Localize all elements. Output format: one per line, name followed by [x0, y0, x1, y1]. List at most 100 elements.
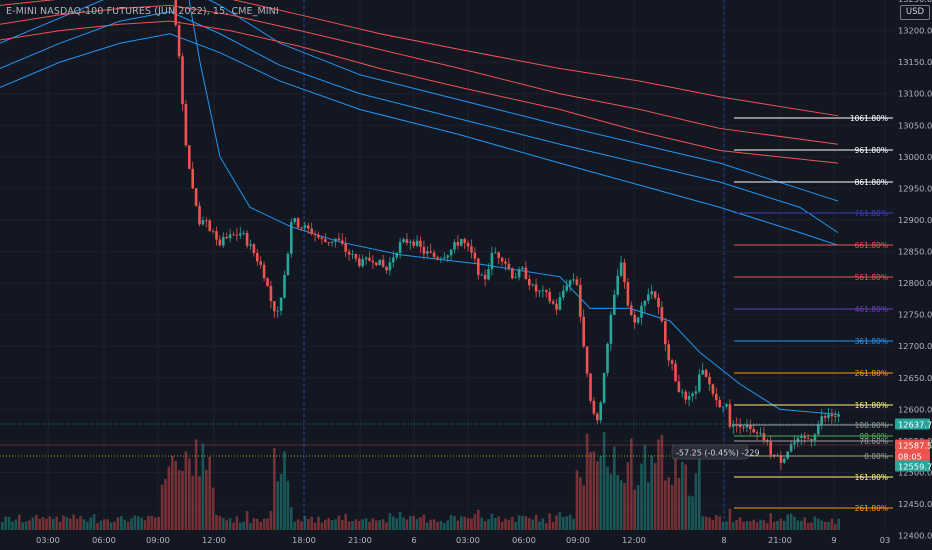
candle-body	[670, 360, 674, 364]
candle-body	[225, 236, 228, 239]
price-badge: 12587.50	[895, 439, 932, 451]
volume-bar	[647, 482, 650, 530]
volume-bar	[517, 515, 521, 530]
volume-bar	[555, 515, 558, 530]
candle-body	[694, 391, 698, 394]
volume-bar	[463, 516, 466, 530]
volume-bar	[317, 516, 320, 530]
long-ma-line-3	[0, 33, 839, 246]
price-tick-label: 12850.00	[898, 247, 932, 257]
volume-bar	[582, 485, 585, 530]
fib-level-label: 261.80%	[855, 504, 888, 513]
candle-body	[477, 258, 480, 275]
candle-body	[460, 239, 463, 246]
candle-body	[555, 303, 558, 310]
volume-bar	[456, 520, 460, 530]
volume-bar	[164, 478, 167, 530]
candle-body	[759, 433, 762, 434]
candle-body	[337, 238, 341, 241]
price-tick-label: 12700.00	[898, 341, 932, 351]
volume-bar	[120, 516, 123, 530]
volume-bar	[130, 518, 133, 530]
volume-bar	[290, 507, 293, 530]
measure-label: -57.25 (-0.45%) -229	[676, 449, 760, 458]
volume-bar	[626, 462, 630, 530]
price-tick-label: 13000.00	[898, 152, 932, 162]
volume-bar	[823, 521, 827, 530]
candle-body	[800, 436, 803, 438]
candle-body	[361, 259, 364, 267]
volume-bar	[364, 518, 368, 530]
candle-body	[313, 233, 317, 235]
fib-level-label: 561.80%	[855, 273, 888, 282]
candle-body	[300, 227, 303, 229]
fib-level-label: 861.80%	[855, 178, 888, 187]
measure-tool[interactable]: -57.25 (-0.45%) -229	[671, 444, 760, 460]
time-tick-label: 09:00	[146, 535, 170, 545]
volume-bar	[545, 523, 548, 530]
volume-bar	[116, 517, 120, 530]
candle-body	[218, 239, 222, 246]
volume-bar	[171, 455, 174, 530]
candle-body	[419, 240, 422, 247]
volume-bar	[616, 475, 619, 530]
volume-bar	[126, 521, 130, 530]
volume-bar	[4, 516, 7, 530]
fibonacci-extension[interactable]: 1061.80% 961.80% 861.80% 761.80% 661.80% 561.…	[734, 114, 893, 513]
candle-body	[813, 434, 817, 441]
time-tick-label: 09:00	[566, 535, 590, 545]
candle-body	[619, 262, 623, 276]
fib-level-label: 161.80%	[855, 473, 888, 482]
volume-bar	[439, 520, 443, 530]
volume-bar	[477, 509, 480, 530]
volume-bar	[796, 520, 800, 530]
candle-body	[269, 285, 273, 302]
candle-body	[497, 252, 500, 258]
symbol-title[interactable]: E-MINI NASDAQ-100 FUTURES (JUN 2022), 15…	[6, 6, 279, 17]
candle-body	[528, 279, 531, 286]
volume-bar	[259, 521, 262, 530]
candle-body	[806, 438, 810, 440]
candle-body	[827, 414, 830, 418]
price-badge-label: 12637.75	[898, 420, 932, 430]
candle-body	[606, 343, 609, 373]
volume-bar	[242, 521, 245, 530]
volume-bar	[205, 469, 208, 530]
volume-bar	[735, 520, 738, 530]
candlesticks[interactable]	[1, 0, 840, 471]
price-tick-label: 13050.00	[898, 120, 932, 130]
volume-bar	[82, 519, 86, 530]
volume-bar	[494, 517, 497, 530]
currency-button[interactable]: USD	[900, 5, 930, 20]
price-badge-bg	[895, 450, 930, 462]
volume-bar	[599, 455, 602, 530]
time-tick-label: 06:00	[512, 535, 536, 545]
volume-bar	[755, 522, 759, 530]
volume-bar	[296, 519, 300, 530]
candle-body	[296, 218, 300, 228]
candle-body	[198, 205, 201, 225]
candle-body	[524, 267, 528, 280]
time-tick-label: 12:00	[202, 535, 226, 545]
volume-bar	[602, 432, 606, 530]
volume-bar	[497, 516, 500, 530]
volume-bar	[511, 516, 514, 530]
time-axis[interactable]: 03:00 06:00 09:00 12:00 18:00 21:00 6 03:00 06:0…	[0, 530, 893, 550]
candle-body	[473, 252, 477, 259]
price-tick-label: 12900.00	[898, 215, 932, 225]
candle-body	[725, 404, 728, 407]
candle-body	[480, 274, 483, 276]
volume-bar	[786, 514, 789, 530]
volume-bar	[698, 445, 701, 530]
volume-bar	[395, 518, 398, 530]
volume-bar	[514, 521, 517, 530]
volume-bar	[249, 523, 252, 530]
price-badge: 12637.75	[895, 418, 932, 430]
candle-body	[521, 267, 524, 270]
candle-body	[432, 252, 436, 258]
price-axis[interactable]: 13650.0013600.0013550.0013500.0013450.00…	[893, 0, 932, 550]
volume-bar	[123, 519, 126, 530]
candle-body	[691, 393, 694, 397]
